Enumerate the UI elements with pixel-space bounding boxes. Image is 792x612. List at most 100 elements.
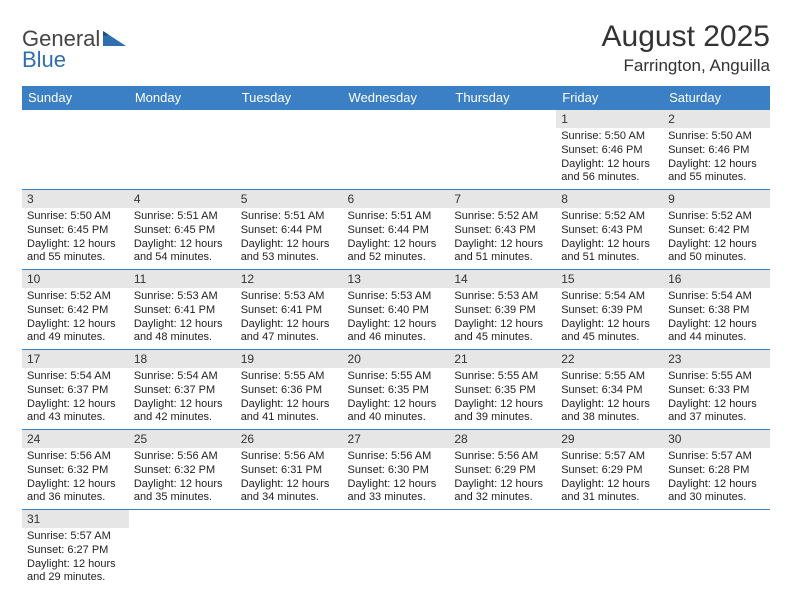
calendar-cell: 5Sunrise: 5:51 AMSunset: 6:44 PMDaylight…	[236, 190, 343, 270]
sunrise-text: Sunrise: 5:52 AM	[668, 210, 765, 224]
sunrise-text: Sunrise: 5:54 AM	[27, 370, 124, 384]
sunset-text: Sunset: 6:31 PM	[241, 464, 338, 478]
calendar-table: Sunday Monday Tuesday Wednesday Thursday…	[22, 86, 770, 589]
daylight-text: Daylight: 12 hours and 39 minutes.	[454, 398, 551, 426]
day-body: Sunrise: 5:56 AMSunset: 6:30 PMDaylight:…	[343, 448, 450, 509]
sunrise-text: Sunrise: 5:57 AM	[561, 450, 658, 464]
sunrise-text: Sunrise: 5:50 AM	[668, 130, 765, 144]
day-body: Sunrise: 5:50 AMSunset: 6:45 PMDaylight:…	[22, 208, 129, 269]
day-number: 24	[22, 430, 129, 448]
day-number: 30	[663, 430, 770, 448]
day-body: Sunrise: 5:50 AMSunset: 6:46 PMDaylight:…	[556, 128, 663, 189]
sunset-text: Sunset: 6:34 PM	[561, 384, 658, 398]
daylight-text: Daylight: 12 hours and 43 minutes.	[27, 398, 124, 426]
day-number: 29	[556, 430, 663, 448]
calendar-cell: 12Sunrise: 5:53 AMSunset: 6:41 PMDayligh…	[236, 270, 343, 350]
daylight-text: Daylight: 12 hours and 49 minutes.	[27, 318, 124, 346]
sunset-text: Sunset: 6:39 PM	[561, 304, 658, 318]
day-number: 26	[236, 430, 343, 448]
calendar-cell: 26Sunrise: 5:56 AMSunset: 6:31 PMDayligh…	[236, 430, 343, 510]
day-number: 4	[129, 190, 236, 208]
calendar-cell: 24Sunrise: 5:56 AMSunset: 6:32 PMDayligh…	[22, 430, 129, 510]
sunrise-text: Sunrise: 5:53 AM	[241, 290, 338, 304]
calendar-cell: 30Sunrise: 5:57 AMSunset: 6:28 PMDayligh…	[663, 430, 770, 510]
calendar-cell: 4Sunrise: 5:51 AMSunset: 6:45 PMDaylight…	[129, 190, 236, 270]
calendar-cell: 22Sunrise: 5:55 AMSunset: 6:34 PMDayligh…	[556, 350, 663, 430]
daylight-text: Daylight: 12 hours and 53 minutes.	[241, 238, 338, 266]
day-body: Sunrise: 5:53 AMSunset: 6:39 PMDaylight:…	[449, 288, 556, 349]
daylight-text: Daylight: 12 hours and 55 minutes.	[27, 238, 124, 266]
daylight-text: Daylight: 12 hours and 41 minutes.	[241, 398, 338, 426]
calendar-cell: 11Sunrise: 5:53 AMSunset: 6:41 PMDayligh…	[129, 270, 236, 350]
sunset-text: Sunset: 6:29 PM	[454, 464, 551, 478]
day-number: 12	[236, 270, 343, 288]
calendar-cell: 23Sunrise: 5:55 AMSunset: 6:33 PMDayligh…	[663, 350, 770, 430]
day-number: 14	[449, 270, 556, 288]
calendar-row: 24Sunrise: 5:56 AMSunset: 6:32 PMDayligh…	[22, 430, 770, 510]
day-number: 22	[556, 350, 663, 368]
title-block: August 2025 Farrington, Anguilla	[602, 20, 770, 76]
daylight-text: Daylight: 12 hours and 46 minutes.	[348, 318, 445, 346]
daylight-text: Daylight: 12 hours and 52 minutes.	[348, 238, 445, 266]
sunrise-text: Sunrise: 5:54 AM	[561, 290, 658, 304]
calendar-cell: 13Sunrise: 5:53 AMSunset: 6:40 PMDayligh…	[343, 270, 450, 350]
calendar-cell: 25Sunrise: 5:56 AMSunset: 6:32 PMDayligh…	[129, 430, 236, 510]
day-body: Sunrise: 5:55 AMSunset: 6:36 PMDaylight:…	[236, 368, 343, 429]
sunset-text: Sunset: 6:45 PM	[134, 224, 231, 238]
daylight-text: Daylight: 12 hours and 44 minutes.	[668, 318, 765, 346]
weekday-header: Thursday	[449, 86, 556, 110]
sunset-text: Sunset: 6:41 PM	[241, 304, 338, 318]
sunrise-text: Sunrise: 5:50 AM	[27, 210, 124, 224]
sunrise-text: Sunrise: 5:53 AM	[454, 290, 551, 304]
day-number: 21	[449, 350, 556, 368]
header: General August 2025 Farrington, Anguilla	[22, 20, 770, 76]
day-number: 16	[663, 270, 770, 288]
daylight-text: Daylight: 12 hours and 31 minutes.	[561, 478, 658, 506]
day-number: 11	[129, 270, 236, 288]
calendar-cell: 20Sunrise: 5:55 AMSunset: 6:35 PMDayligh…	[343, 350, 450, 430]
day-body: Sunrise: 5:55 AMSunset: 6:35 PMDaylight:…	[449, 368, 556, 429]
day-body: Sunrise: 5:54 AMSunset: 6:39 PMDaylight:…	[556, 288, 663, 349]
sunset-text: Sunset: 6:45 PM	[27, 224, 124, 238]
day-number: 15	[556, 270, 663, 288]
sunset-text: Sunset: 6:33 PM	[668, 384, 765, 398]
day-number: 2	[663, 110, 770, 128]
day-number: 10	[22, 270, 129, 288]
day-body: Sunrise: 5:52 AMSunset: 6:43 PMDaylight:…	[556, 208, 663, 269]
calendar-cell: 7Sunrise: 5:52 AMSunset: 6:43 PMDaylight…	[449, 190, 556, 270]
sunset-text: Sunset: 6:35 PM	[454, 384, 551, 398]
calendar-cell	[129, 510, 236, 590]
calendar-cell	[449, 510, 556, 590]
logo-text-blue: Blue	[22, 47, 66, 73]
sunset-text: Sunset: 6:40 PM	[348, 304, 445, 318]
day-body: Sunrise: 5:51 AMSunset: 6:44 PMDaylight:…	[236, 208, 343, 269]
sunrise-text: Sunrise: 5:55 AM	[668, 370, 765, 384]
day-body: Sunrise: 5:56 AMSunset: 6:29 PMDaylight:…	[449, 448, 556, 509]
sunrise-text: Sunrise: 5:56 AM	[134, 450, 231, 464]
calendar-cell	[236, 510, 343, 590]
calendar-cell: 10Sunrise: 5:52 AMSunset: 6:42 PMDayligh…	[22, 270, 129, 350]
day-body: Sunrise: 5:54 AMSunset: 6:37 PMDaylight:…	[22, 368, 129, 429]
daylight-text: Daylight: 12 hours and 38 minutes.	[561, 398, 658, 426]
sunrise-text: Sunrise: 5:55 AM	[454, 370, 551, 384]
sunset-text: Sunset: 6:32 PM	[134, 464, 231, 478]
sunrise-text: Sunrise: 5:56 AM	[27, 450, 124, 464]
day-body: Sunrise: 5:50 AMSunset: 6:46 PMDaylight:…	[663, 128, 770, 189]
daylight-text: Daylight: 12 hours and 51 minutes.	[454, 238, 551, 266]
day-body: Sunrise: 5:57 AMSunset: 6:27 PMDaylight:…	[22, 528, 129, 589]
daylight-text: Daylight: 12 hours and 36 minutes.	[27, 478, 124, 506]
sunrise-text: Sunrise: 5:52 AM	[27, 290, 124, 304]
sunrise-text: Sunrise: 5:50 AM	[561, 130, 658, 144]
daylight-text: Daylight: 12 hours and 32 minutes.	[454, 478, 551, 506]
daylight-text: Daylight: 12 hours and 54 minutes.	[134, 238, 231, 266]
daylight-text: Daylight: 12 hours and 34 minutes.	[241, 478, 338, 506]
weekday-header: Tuesday	[236, 86, 343, 110]
sunrise-text: Sunrise: 5:51 AM	[241, 210, 338, 224]
day-number: 5	[236, 190, 343, 208]
daylight-text: Daylight: 12 hours and 40 minutes.	[348, 398, 445, 426]
day-number: 18	[129, 350, 236, 368]
day-number: 7	[449, 190, 556, 208]
calendar-cell: 15Sunrise: 5:54 AMSunset: 6:39 PMDayligh…	[556, 270, 663, 350]
day-body: Sunrise: 5:51 AMSunset: 6:45 PMDaylight:…	[129, 208, 236, 269]
month-title: August 2025	[602, 20, 770, 54]
